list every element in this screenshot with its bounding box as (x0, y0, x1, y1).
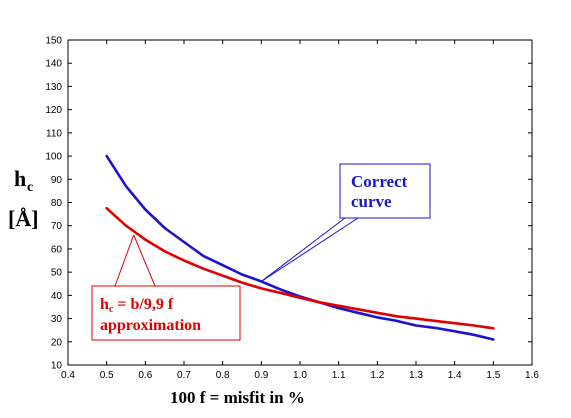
y-tick-label: 30 (51, 314, 63, 325)
x-tick-label: 0.9 (254, 370, 268, 381)
y-tick-label: 60 (51, 244, 63, 255)
x-tick-label: 0.5 (100, 370, 114, 381)
y-tick-label: 40 (51, 291, 63, 302)
correct-curve-line2: curve (351, 192, 392, 211)
y-tick-label: 100 (45, 152, 62, 163)
correct-curve-box (339, 163, 431, 219)
y-axis-label-sub: c (27, 180, 33, 195)
correct-curve-pointer (261, 217, 346, 282)
correct-curve-pointer (261, 217, 359, 282)
x-tick-label: 1.5 (486, 370, 500, 381)
approximation-formula: = b/9,9 f (113, 296, 173, 313)
x-tick-label: 0.8 (216, 370, 230, 381)
x-tick-label: 1.4 (448, 370, 462, 381)
approximation-line2: approximation (100, 317, 201, 334)
x-axis-label: 100 f = misfit in % (170, 388, 305, 407)
x-tick-label: 0.4 (61, 370, 75, 381)
x-tick-label: 1.2 (370, 370, 384, 381)
x-tick-label: 1.0 (293, 370, 307, 381)
y-tick-label: 70 (51, 221, 63, 232)
y-tick-label: 130 (45, 82, 62, 93)
annotation-approximation: hc = b/9,9 f approximation (91, 234, 241, 341)
annotation-correct-curve: Correct curve (261, 163, 431, 282)
x-axis-ticks: 0.4 0.5 0.6 0.7 0.8 0.9 1.0 1.1 1.2 1.3 1.4 1.5 1.6 (61, 40, 539, 381)
x-tick-label: 1.6 (525, 370, 539, 381)
y-tick-label: 80 (51, 198, 63, 209)
approximation-sub: c (109, 304, 114, 315)
y-tick-label: 20 (51, 337, 63, 348)
y-tick-label: 10 (51, 361, 63, 372)
x-tick-label: 0.7 (177, 370, 191, 381)
approximation-pointer (133, 234, 156, 287)
approximation-pointer (114, 234, 135, 287)
y-tick-label: 110 (46, 128, 62, 139)
y-tick-label: 90 (51, 175, 63, 186)
x-tick-label: 0.6 (138, 370, 152, 381)
x-tick-label: 1.3 (409, 370, 423, 381)
approximation-line1: hc = b/9,9 f (100, 296, 174, 315)
y-tick-label: 50 (51, 268, 63, 279)
y-axis-label-unit: [Å] (8, 206, 39, 231)
approximation-h: h (100, 296, 109, 313)
approximation-box (91, 285, 241, 341)
y-tick-label: 150 (45, 36, 62, 47)
y-tick-label: 120 (45, 105, 62, 116)
series-line-approximation (105, 207, 495, 330)
y-axis-ticks: 10 20 30 40 50 60 70 80 90 100 110 120 130 140 150 (45, 36, 532, 372)
x-tick-label: 1.1 (332, 370, 346, 381)
series-group (105, 154, 495, 341)
correct-curve-line1: Correct (351, 172, 408, 191)
y-axis-label-main: h (14, 166, 26, 191)
y-tick-label: 140 (45, 59, 62, 70)
